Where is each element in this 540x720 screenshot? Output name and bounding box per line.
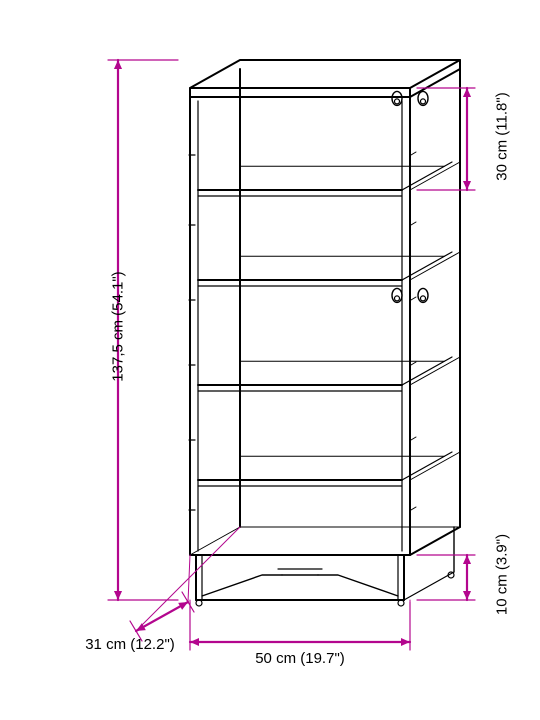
dim-width-cm: 50 cm	[255, 650, 296, 667]
dim-shelf-gap: 30 cm (11.8")	[494, 82, 511, 192]
dim-height-total-in: (54.1")	[110, 271, 127, 316]
dim-height-total-cm: 137,5 cm	[110, 320, 127, 382]
dim-foot-height: 10 cm (3.9")	[494, 523, 511, 627]
dim-foot-height-cm: 10 cm	[494, 574, 511, 615]
dim-width: 50 cm (19.7")	[225, 650, 375, 667]
dim-shelf-gap-in: (11.8")	[494, 92, 511, 135]
dim-width-in: (19.7")	[300, 650, 345, 667]
dim-depth: 31 cm (12.2")	[65, 636, 195, 653]
dim-foot-height-in: (3.9")	[494, 534, 511, 570]
dim-depth-in: (12.2")	[130, 636, 175, 653]
dim-shelf-gap-cm: 30 cm	[494, 140, 511, 181]
dim-depth-cm: 31 cm	[85, 636, 126, 653]
dim-height-total: 137,5 cm (54.1")	[110, 267, 127, 387]
